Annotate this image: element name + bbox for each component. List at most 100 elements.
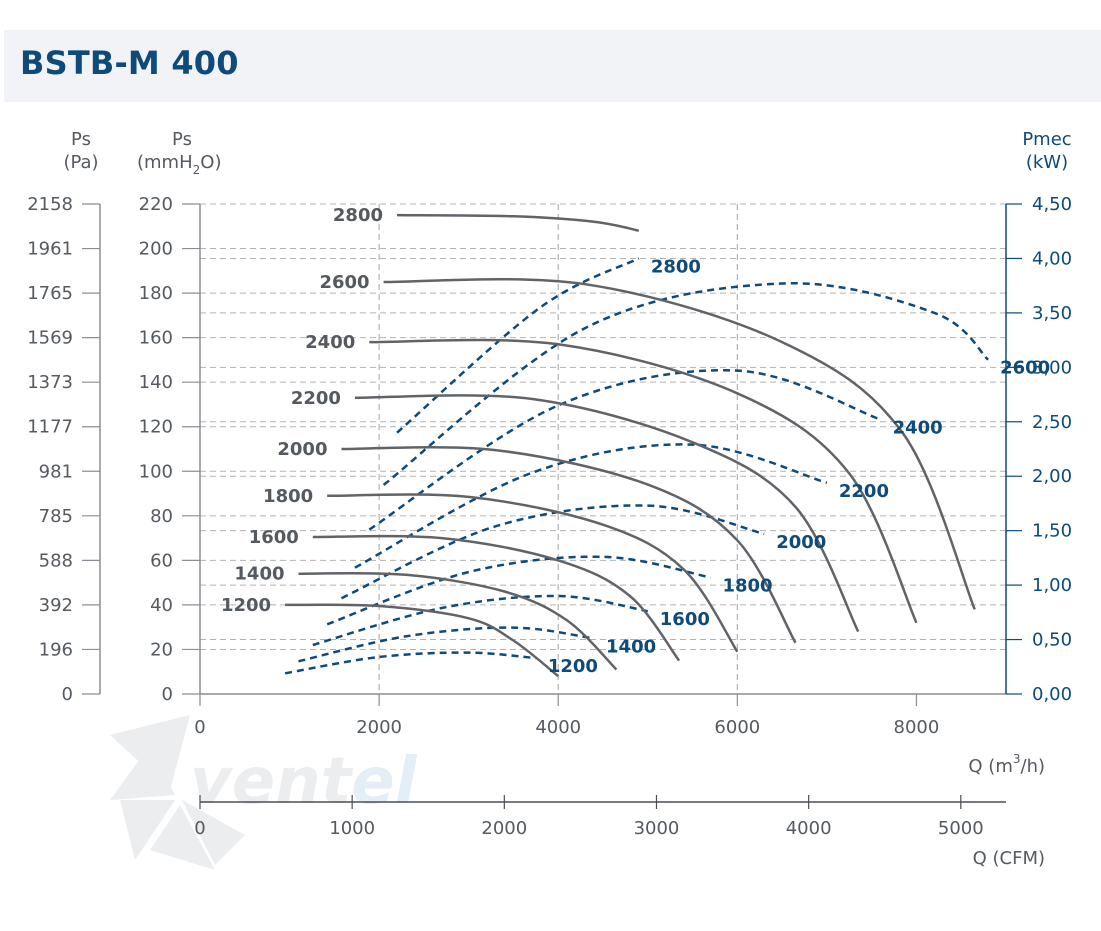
tick-label-mm: 20 <box>150 639 173 660</box>
tick-label-cfm: 5000 <box>938 818 984 839</box>
pressure-curve-label-2400: 2400 <box>305 332 355 353</box>
tick-label-kw: 1,50 <box>1032 521 1072 542</box>
pressure-curve-1800 <box>327 493 739 653</box>
x-m3h-label-pre: Q (m <box>968 756 1012 777</box>
power-curve-label-1400: 1400 <box>606 636 656 657</box>
tick-label-cfm: 3000 <box>634 818 680 839</box>
tick-label-pa: 785 <box>39 506 73 527</box>
tick-label-kw: 4,00 <box>1032 248 1072 269</box>
tick-label-x: 4000 <box>535 717 581 738</box>
fan-blade-icon <box>120 800 175 860</box>
tick-labels: 2158 1961 1765 1569 1373 1177 981 785 588 392 196 0… <box>27 194 1072 839</box>
tick-label-x: 0 <box>194 717 205 738</box>
pressure-curve-label-2200: 2200 <box>291 388 341 409</box>
x-cfm-axis-label: Q (CFM) <box>973 848 1045 869</box>
tick-label-kw: 2,00 <box>1032 466 1072 487</box>
left-pa-axis-label-top: Ps <box>71 129 91 150</box>
left-mm-axis-label-unit: (mmH2O) <box>137 152 221 177</box>
power-curve-label-2000: 2000 <box>776 532 826 553</box>
pressure-curve-label-1600: 1600 <box>249 527 299 548</box>
tick-label-mm: 220 <box>139 194 173 215</box>
tick-label-mm: 200 <box>139 239 173 260</box>
power-curve-1600 <box>312 594 649 647</box>
power-curve-1400 <box>298 626 595 663</box>
power-curve-label-2600: 2600 <box>1000 358 1050 379</box>
logo-text-accent: el <box>351 745 417 819</box>
tick-label-cfm: 2000 <box>481 818 527 839</box>
ventel-logo: ventel <box>110 715 418 870</box>
pressure-curve-2600 <box>383 277 976 610</box>
left-mm-axis-label-top: Ps <box>172 129 192 150</box>
tick-label-mm: 60 <box>150 550 173 571</box>
tick-label-kw: 1,00 <box>1032 575 1072 596</box>
x-m3h-label-post: /h) <box>1021 756 1046 777</box>
power-curve-2600 <box>382 282 989 486</box>
tick-label-pa: 1961 <box>27 239 73 260</box>
tick-label-x: 8000 <box>894 717 940 738</box>
tick-label-x: 6000 <box>714 717 760 738</box>
power-curve-1800 <box>326 555 711 626</box>
tick-label-cfm: 0 <box>194 818 205 839</box>
tick-label-cfm: 4000 <box>786 818 832 839</box>
fan-blade-icon <box>182 800 245 865</box>
pressure-curve-2800 <box>396 213 640 232</box>
power-curves <box>284 257 989 675</box>
tick-label-kw: 0,50 <box>1032 630 1072 651</box>
power-curve-2000 <box>340 504 765 600</box>
tick-label-pa: 1765 <box>27 283 73 304</box>
tick-label-mm: 80 <box>150 506 173 527</box>
pressure-curve-label-2000: 2000 <box>277 439 327 460</box>
left-mm-unit-main: (mmH <box>137 152 193 173</box>
x-m3h-axis-label: Q (m3/h) <box>968 752 1045 777</box>
tick-label-cfm: 1000 <box>329 818 375 839</box>
pressure-curve-label-2600: 2600 <box>319 272 369 293</box>
pressure-curve-1200 <box>285 603 559 678</box>
pressure-curve-label-1400: 1400 <box>234 564 284 585</box>
axes <box>99 204 1007 803</box>
tick-label-pa: 0 <box>62 684 73 705</box>
left-mm-unit-sub: 2 <box>193 163 201 177</box>
grid-lines <box>200 203 1006 694</box>
x-m3h-label-sup: 3 <box>1013 752 1021 766</box>
tick-label-pa: 981 <box>39 461 73 482</box>
pressure-curves <box>285 213 976 678</box>
pressure-curve-label-2800: 2800 <box>333 205 383 226</box>
power-curve-1200 <box>284 651 536 675</box>
tick-label-kw: 3,50 <box>1032 303 1072 324</box>
fan-blade-icon <box>110 715 190 790</box>
power-curve-label-1200: 1200 <box>548 656 598 677</box>
tick-label-mm: 0 <box>162 684 173 705</box>
pressure-curve-2200 <box>354 394 860 633</box>
pressure-curve-1400 <box>298 571 618 671</box>
curve-labels: 1200140016001800200022002400260028001200… <box>221 205 1050 677</box>
svg-text:ventel: ventel <box>190 745 418 819</box>
logo-text-main: vent <box>190 745 354 819</box>
left-mm-unit-end: O) <box>200 152 221 173</box>
tick-label-mm: 160 <box>139 328 173 349</box>
tick-label-pa: 1569 <box>27 328 73 349</box>
tick-label-kw: 3,00 <box>1032 357 1072 378</box>
tick-label-mm: 140 <box>139 372 173 393</box>
tick-label-pa: 1373 <box>27 372 73 393</box>
tick-label-kw: 2,50 <box>1032 412 1072 433</box>
right-kw-axis-label-top: Pmec <box>1022 129 1071 150</box>
left-pa-axis-label-unit: (Pa) <box>63 152 98 173</box>
power-curve-label-2200: 2200 <box>839 481 889 502</box>
fan-blade-icon <box>150 805 215 870</box>
power-curve-2200 <box>354 443 828 569</box>
tick-label-mm: 40 <box>150 595 173 616</box>
power-curve-label-2400: 2400 <box>893 418 943 439</box>
pressure-curve-1600 <box>312 534 681 662</box>
tick-label-x: 2000 <box>356 717 402 738</box>
right-kw-axis-label-unit: (kW) <box>1026 152 1068 173</box>
power-curve-2800 <box>396 257 640 434</box>
tick-label-pa: 196 <box>39 639 73 660</box>
tick-label-pa: 392 <box>39 595 73 616</box>
pressure-curve-2000 <box>341 445 797 644</box>
power-curve-label-2800: 2800 <box>651 256 701 277</box>
pressure-curve-2400 <box>369 338 918 624</box>
tick-label-mm: 180 <box>139 283 173 304</box>
power-curve-2400 <box>368 369 882 531</box>
fan-blade-icon <box>110 745 175 800</box>
